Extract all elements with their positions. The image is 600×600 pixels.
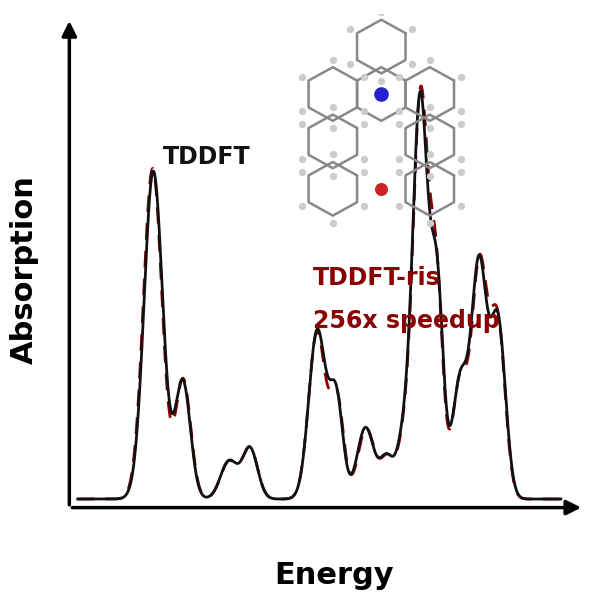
Text: Absorption: Absorption [10, 175, 38, 364]
Text: 256x speedup: 256x speedup [313, 309, 500, 333]
Text: TDDFT: TDDFT [163, 145, 251, 169]
Text: TDDFT-ris: TDDFT-ris [313, 266, 441, 290]
Text: Energy: Energy [274, 560, 394, 590]
